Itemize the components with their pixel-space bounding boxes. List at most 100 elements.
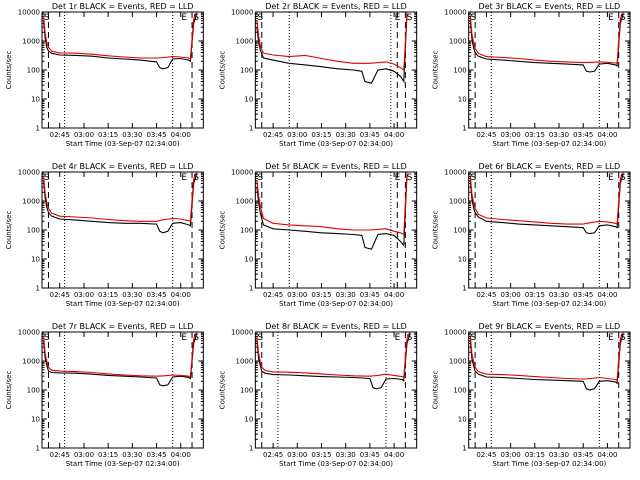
y-tick-label: 10000 [18,9,40,17]
x-tick-label: 03:30 [336,131,356,139]
y-tick-label: 10 [458,256,467,264]
x-tick-label: 03:45 [573,291,593,299]
y-tick-label: 100 [27,227,40,235]
series-line-lld [256,172,408,236]
x-tick-label: 03:00 [74,291,94,299]
series-line-lld [256,332,411,378]
series-line-lld [43,332,198,378]
x-axis-title: Start Time (03-Sep-07 02:34:00) [492,460,606,468]
marker-start-left: S [471,13,477,23]
marker-end: E [181,13,187,23]
plot-frame [468,171,631,289]
marker-end: E [395,333,401,343]
y-axis-title: Counts/sec [5,211,13,250]
x-tick-label: 04:00 [597,451,617,459]
x-tick-label: 02:45 [50,291,70,299]
x-tick-label: 03:45 [146,451,166,459]
x-axis-title: Start Time (03-Sep-07 02:34:00) [279,140,393,148]
x-tick-label: 03:45 [146,131,166,139]
series-line-events [256,333,411,390]
y-tick-label: 1 [249,285,253,293]
y-tick-label: 10 [31,96,40,104]
y-tick-label: 10 [244,256,253,264]
y-tick-label: 100 [453,387,466,395]
marker-start-right: S [407,13,413,23]
x-tick-label: 03:15 [98,131,118,139]
y-axis-title: Counts/sec [218,51,226,90]
chart-title: Det 8r BLACK = Events, RED = LLD [265,322,407,331]
x-tick-label: 04:00 [597,291,617,299]
x-tick-label: 03:00 [501,291,521,299]
y-tick-label: 10000 [444,329,466,337]
x-tick-label: 03:00 [74,451,94,459]
x-tick-label: 03:00 [287,451,307,459]
x-tick-label: 03:30 [549,451,569,459]
marker-start-right: S [620,13,626,23]
y-tick-label: 1000 [22,358,40,366]
x-tick-label: 03:15 [311,291,331,299]
y-tick-label: 1 [36,285,40,293]
chart-title: Det 2r BLACK = Events, RED = LLD [265,2,407,11]
x-tick-label: 03:30 [122,131,142,139]
y-tick-label: 1 [462,285,466,293]
x-tick-label: 03:30 [122,291,142,299]
y-tick-label: 1000 [22,38,40,46]
marker-start-left: S [44,13,50,23]
chart-title: Det 7r BLACK = Events, RED = LLD [52,322,194,331]
y-tick-label: 1000 [236,358,254,366]
chart-panel-6: Det 6r BLACK = Events, RED = LLD 1 10 100 10… [432,162,631,308]
marker-start-right: S [620,333,626,343]
chart-panel-1: Det 1r BLACK = Events, RED = LLD 1 10 100 10… [5,2,204,148]
series-line-events [469,173,625,235]
x-tick-label: 03:15 [311,131,331,139]
x-tick-label: 03:15 [525,291,545,299]
chart-title: Det 9r BLACK = Events, RED = LLD [479,322,621,331]
y-tick-label: 1000 [236,38,254,46]
x-axis-title: Start Time (03-Sep-07 02:34:00) [279,460,393,468]
plot-frame [41,11,204,129]
marker-start-left: S [257,333,263,343]
x-tick-label: 03:15 [311,451,331,459]
marker-start-left: S [257,173,263,183]
x-tick-label: 03:45 [573,451,593,459]
y-tick-label: 1000 [449,38,467,46]
x-tick-label: 02:45 [263,291,283,299]
x-tick-label: 02:45 [50,451,70,459]
x-tick-label: 03:45 [360,451,380,459]
x-tick-label: 03:30 [549,291,569,299]
y-tick-label: 10 [31,416,40,424]
y-tick-label: 10000 [444,169,466,177]
series-line-lld [43,172,198,223]
plot-frame [468,331,631,449]
y-tick-label: 10 [458,96,467,104]
y-tick-label: 100 [240,387,253,395]
y-tick-label: 1000 [449,198,467,206]
series-line-lld [256,12,408,72]
plot-frame [41,331,204,449]
chart-title: Det 3r BLACK = Events, RED = LLD [479,2,621,11]
x-tick-label: 03:45 [573,131,593,139]
marker-end: E [608,173,614,183]
y-tick-label: 1 [462,445,466,453]
y-axis-title: Counts/sec [432,211,440,250]
y-tick-label: 100 [27,67,40,75]
y-axis-title: Counts/sec [432,371,440,410]
chart-title: Det 4r BLACK = Events, RED = LLD [52,162,194,171]
series-line-events [43,333,198,387]
y-tick-label: 1000 [236,198,254,206]
x-axis-title: Start Time (03-Sep-07 02:34:00) [66,140,180,148]
x-tick-label: 03:15 [98,451,118,459]
chart-panel-8: Det 8r BLACK = Events, RED = LLD 1 10 100 10… [218,322,418,468]
x-tick-label: 03:00 [501,131,521,139]
x-tick-label: 03:00 [287,131,307,139]
y-tick-label: 10 [31,256,40,264]
x-tick-label: 02:45 [50,131,70,139]
y-tick-label: 1 [249,445,253,453]
y-axis-title: Counts/sec [5,371,13,410]
plot-frame [254,331,418,449]
x-tick-label: 04:00 [384,451,404,459]
chart-panel-3: Det 3r BLACK = Events, RED = LLD 1 10 100 10… [432,2,631,148]
x-tick-label: 03:45 [146,291,166,299]
series-line-lld [469,12,624,64]
marker-start-right: S [620,173,626,183]
